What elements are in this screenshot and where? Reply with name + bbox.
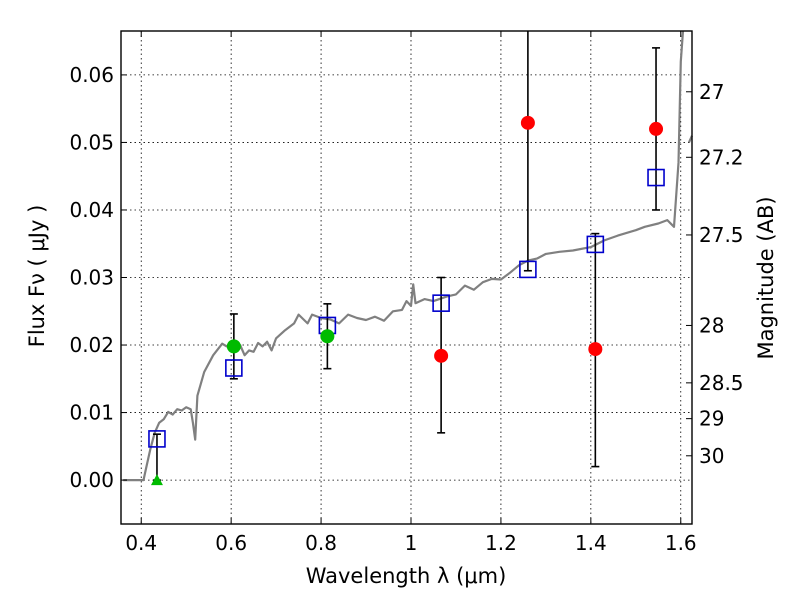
observed-flux-point [434,348,449,363]
model-box-marker [225,359,243,377]
y-tick-label: 0.06 [69,63,114,87]
sed-model-curve-group [123,30,694,482]
model-box-marker [647,168,665,187]
y-tick-label: 0.01 [69,401,114,425]
x-tick-label: 0.8 [305,531,337,555]
data-points [148,31,665,486]
model-box-marker [519,260,537,279]
model-box-marker [148,430,166,448]
observed-flux-point [520,115,535,130]
observed-flux-point [649,121,664,136]
y-tick-label: 0.04 [69,198,114,222]
observed-flux-point [588,342,603,357]
y-tick-label: 0.00 [69,468,114,492]
right-tick-label: 30 [699,444,724,468]
y-tick-label: 0.05 [69,130,114,154]
observed-flux-point [320,329,335,344]
axis-ticks: 0.4 0.6 0.8 1 1.2 1.4 1.6 0.00 0.01 0.02 0.03 0.04 0… [69,31,744,555]
x-tick-label: 1.2 [485,531,517,555]
right-axis-label: Magnitude (AB) [754,196,778,359]
x-tick-label: 1.4 [575,531,607,555]
y-tick-label: 0.03 [69,266,114,290]
grid-lines [121,31,692,524]
y-axis-label: Flux Fν ( μJy ) [25,205,49,348]
y-tick-label: 0.02 [69,333,114,357]
right-tick-label: 28 [699,313,724,337]
x-tick-label: 0.4 [125,531,157,555]
x-tick-label: 0.6 [215,531,247,555]
model-box-marker [432,294,450,312]
x-axis-label: Wavelength λ (μm) [306,564,507,588]
right-tick-label: 27 [699,80,724,104]
right-tick-label: 28.5 [699,371,744,395]
right-tick-label: 29 [699,407,724,431]
x-tick-label: 1.6 [665,531,697,555]
upper-limit-triangle [150,474,163,486]
model-box-marker [586,235,605,254]
right-tick-label: 27.2 [699,145,744,169]
right-tick-label: 27.5 [699,223,744,247]
x-tick-label: 1 [405,531,418,555]
observed-flux-point [226,339,241,354]
